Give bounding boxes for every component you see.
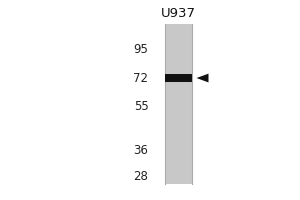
Bar xyxy=(165,74,192,82)
Text: 55: 55 xyxy=(134,100,148,113)
Text: U937: U937 xyxy=(161,7,196,20)
Bar xyxy=(165,24,192,184)
Text: 28: 28 xyxy=(134,170,148,183)
Text: 36: 36 xyxy=(134,144,148,157)
Text: 72: 72 xyxy=(134,72,148,85)
Text: 95: 95 xyxy=(134,43,148,56)
Polygon shape xyxy=(196,74,208,82)
